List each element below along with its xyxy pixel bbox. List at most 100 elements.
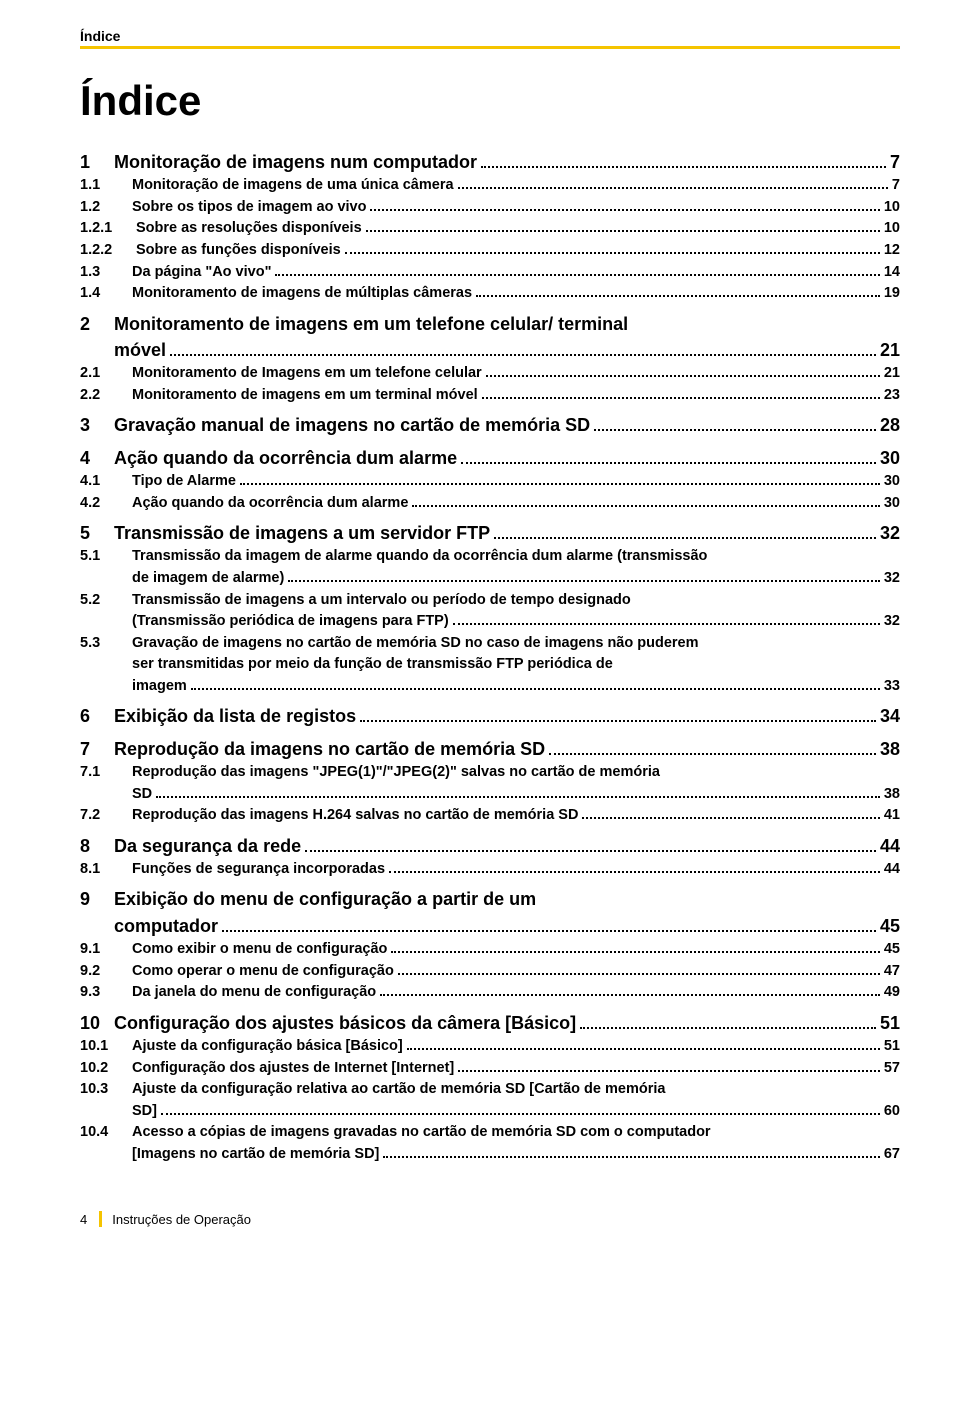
toc-entry: 10.3Ajuste da configuração relativa ao c… [80,1079,900,1101]
toc-entry-text: Gravação de imagens no cartão de memória… [132,634,699,654]
toc-entry-number: 5 [80,521,114,545]
toc-entry: 6Exibição da lista de registos34 [80,703,900,729]
toc-entry-continuation: SD] 60 [132,1101,900,1123]
toc-entry: 4.2Ação quando da ocorrência dum alarme3… [80,493,900,515]
toc-entry: 2.1Monitoramento de Imagens em um telefo… [80,363,900,385]
toc-entry-page: 41 [884,806,900,826]
toc-entry-page: 32 [884,569,900,589]
toc-leader-dots [476,295,880,297]
toc-entry-page: 7 [892,176,900,196]
toc-entry-page: 60 [884,1102,900,1122]
toc-entry-text: Monitoramento de Imagens em um telefone … [132,364,482,384]
toc-entry-text: Monitoramento de imagens em um telefone … [114,312,628,336]
toc-leader-dots [458,1070,880,1072]
toc-entry: 9.3Da janela do menu de configuração49 [80,982,900,1004]
toc-entry: 2.2Monitoramento de imagens em um termin… [80,385,900,407]
toc-entry-number: 1.1 [80,176,132,196]
toc-entry: 7.1Reprodução das imagens "JPEG(1)"/"JPE… [80,762,900,784]
toc-entry-continuation: SD 38 [132,784,900,806]
toc-entry-text: SD [132,785,152,805]
toc-entry: 1.4Monitoramento de imagens de múltiplas… [80,283,900,305]
header-accent-rule [80,46,900,49]
toc-entry: 5Transmissão de imagens a um servidor FT… [80,520,900,546]
toc-entry: 2Monitoramento de imagens em um telefone… [80,311,900,337]
toc-entry: 8Da segurança da rede 44 [80,833,900,859]
toc-entry: 4.1Tipo de Alarme30 [80,471,900,493]
toc-entry-number: 2.1 [80,364,132,384]
toc-entry-number: 10 [80,1011,114,1035]
toc-leader-dots [288,580,880,582]
footer-accent-bar [99,1211,102,1227]
toc-leader-dots [461,462,876,464]
toc-entry: 1.1Monitoração de imagens de uma única c… [80,175,900,197]
toc-leader-dots [305,850,876,852]
toc-entry-text: Como operar o menu de configuração [132,962,394,982]
toc-entry-page: 30 [884,472,900,492]
toc-entry-text: imagem [132,677,187,697]
toc-entry-text: Reprodução das imagens "JPEG(1)"/"JPEG(2… [132,763,660,783]
toc-leader-dots [398,973,880,975]
toc-entry: 9Exibição do menu de configuração a part… [80,886,900,912]
toc-leader-dots [240,483,880,485]
toc-entry-continuation: [Imagens no cartão de memória SD]67 [132,1144,900,1166]
toc-entry-page: 38 [884,785,900,805]
toc-entry-number: 10.1 [80,1037,132,1057]
toc-entry-page: 44 [884,860,900,880]
toc-entry-page: 51 [884,1037,900,1057]
toc-entry-text: Da página "Ao vivo" [132,263,271,283]
toc-entry-number: 10.2 [80,1059,132,1079]
footer-manual-label: Instruções de Operação [112,1212,251,1227]
toc-entry-page: 57 [884,1059,900,1079]
toc-entry-page: 33 [884,677,900,697]
toc-entry-text: Sobre as funções disponíveis [136,241,341,261]
toc-entry-continuation: ser transmitidas por meio da função de t… [132,654,900,676]
footer-page-number: 4 [80,1212,87,1227]
toc-entry-number: 7.1 [80,763,132,783]
toc-entry-page: 49 [884,983,900,1003]
toc-entry-page: 21 [884,364,900,384]
toc-entry-number: 5.1 [80,547,132,567]
toc-entry-text: computador [114,914,218,938]
toc-entry-number: 9 [80,887,114,911]
toc-entry: 10Configuração dos ajustes básicos da câ… [80,1010,900,1036]
toc-entry-page: 30 [880,446,900,470]
toc-entry-number: 2.2 [80,386,132,406]
toc-entry-text: Reprodução das imagens H.264 salvas no c… [132,806,578,826]
toc-entry-page: 12 [884,241,900,261]
toc-entry: 5.2Transmissão de imagens a um intervalo… [80,590,900,612]
toc-entry-continuation: de imagem de alarme) 32 [132,568,900,590]
toc-entry-continuation: móvel21 [114,337,900,363]
toc-entry-text: (Transmissão periódica de imagens para F… [132,612,449,632]
toc-entry-text: ser transmitidas por meio da função de t… [132,655,613,675]
table-of-contents: 1Monitoração de imagens num computador71… [80,149,900,1165]
toc-entry: 1.3Da página "Ao vivo"14 [80,262,900,284]
toc-entry-text: SD] [132,1102,157,1122]
toc-entry-number: 7.2 [80,806,132,826]
toc-entry-number: 1.4 [80,284,132,304]
toc-leader-dots [412,505,879,507]
toc-leader-dots [191,688,880,690]
toc-entry-number: 8 [80,834,114,858]
toc-entry-page: 51 [880,1011,900,1035]
toc-entry-text: Exibição do menu de configuração a parti… [114,887,536,911]
toc-entry-text: de imagem de alarme) [132,569,284,589]
toc-entry-page: 28 [880,413,900,437]
toc-entry-text: Da segurança da rede [114,834,301,858]
toc-entry-page: 34 [880,704,900,728]
toc-entry-page: 44 [880,834,900,858]
toc-entry: 1.2Sobre os tipos de imagem ao vivo10 [80,197,900,219]
toc-entry-number: 6 [80,704,114,728]
toc-entry-page: 32 [880,521,900,545]
toc-leader-dots [370,209,879,211]
toc-leader-dots [383,1156,879,1158]
toc-entry: 10.1Ajuste da configuração básica [Básic… [80,1036,900,1058]
toc-entry: 3Gravação manual de imagens no cartão de… [80,412,900,438]
toc-entry: 10.4Acesso a cópias de imagens gravadas … [80,1122,900,1144]
toc-leader-dots [161,1113,880,1115]
toc-entry-continuation: imagem 33 [132,676,900,698]
toc-entry-text: Transmissão de imagens a um servidor FTP [114,521,490,545]
toc-leader-dots [482,397,880,399]
toc-leader-dots [156,796,880,798]
toc-entry-text: Sobre os tipos de imagem ao vivo [132,198,366,218]
toc-entry-page: 7 [890,150,900,174]
